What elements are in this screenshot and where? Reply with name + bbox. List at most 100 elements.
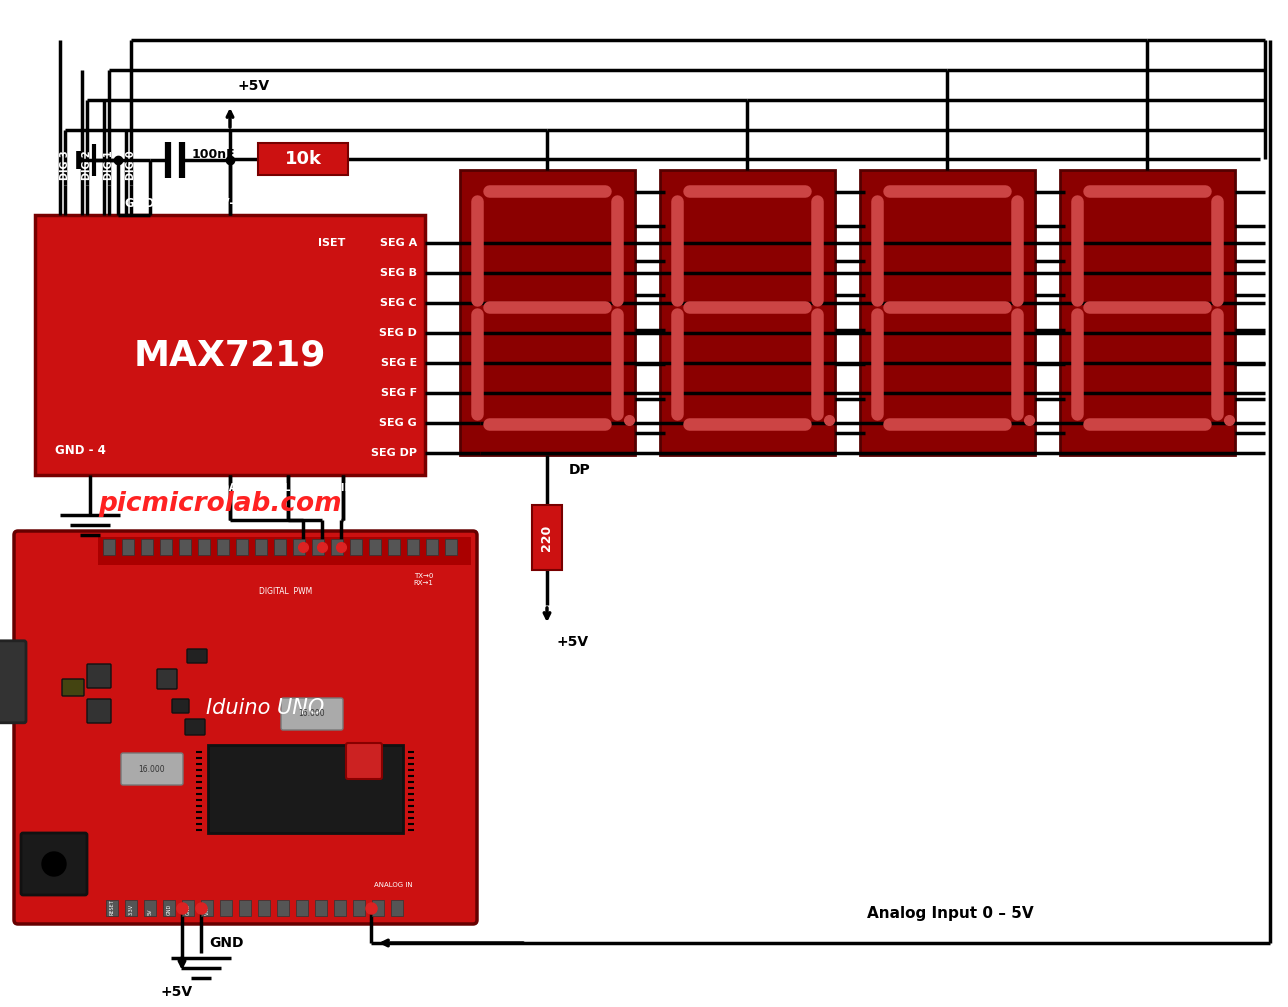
Text: DIG 2: DIG 2 (82, 150, 91, 180)
Text: 3.3V: 3.3V (129, 904, 134, 915)
Text: SEG F: SEG F (381, 388, 417, 398)
Bar (316, 900, 327, 916)
Text: DIG 1: DIG 1 (104, 150, 115, 180)
FancyBboxPatch shape (157, 669, 176, 689)
FancyBboxPatch shape (88, 664, 111, 688)
Text: 220: 220 (541, 525, 554, 551)
FancyBboxPatch shape (258, 143, 348, 175)
FancyBboxPatch shape (659, 170, 835, 455)
Text: 100nF: 100nF (192, 148, 236, 161)
Bar (106, 900, 118, 916)
Text: GND - 4: GND - 4 (55, 444, 106, 457)
Bar (444, 539, 457, 555)
Text: ANALOG IN: ANALOG IN (374, 882, 412, 888)
FancyBboxPatch shape (860, 170, 1036, 455)
Bar (258, 900, 270, 916)
Bar (296, 900, 308, 916)
Bar (292, 539, 305, 555)
Bar (216, 539, 229, 555)
Text: V+: V+ (220, 197, 240, 210)
Text: 16.000: 16.000 (299, 710, 326, 719)
Bar (236, 539, 249, 555)
Circle shape (43, 852, 66, 876)
Text: 10k: 10k (285, 150, 322, 168)
Bar (201, 900, 213, 916)
Bar (220, 900, 232, 916)
Bar (277, 900, 289, 916)
Bar (240, 900, 251, 916)
Bar (353, 900, 365, 916)
Text: DIG 0: DIG 0 (126, 150, 137, 180)
Bar (182, 900, 194, 916)
Bar (144, 900, 156, 916)
FancyBboxPatch shape (346, 743, 383, 779)
Bar (274, 539, 286, 555)
Text: CLK: CLK (277, 483, 299, 493)
Bar (388, 539, 401, 555)
Text: 16.000: 16.000 (139, 764, 165, 773)
Text: +5V: +5V (161, 985, 193, 999)
Text: 5V: 5V (148, 908, 152, 915)
Text: TX→0
RX→1: TX→0 RX→1 (413, 573, 433, 586)
FancyBboxPatch shape (281, 698, 343, 730)
Text: LOAD: LOAD (214, 483, 246, 493)
Text: SEG E: SEG E (381, 358, 417, 368)
Text: SEG C: SEG C (380, 298, 417, 308)
Text: DIGITAL  PWM: DIGITAL PWM (259, 587, 312, 596)
FancyBboxPatch shape (460, 170, 635, 455)
Bar (164, 900, 175, 916)
FancyBboxPatch shape (0, 640, 26, 723)
FancyBboxPatch shape (88, 699, 111, 723)
Bar (103, 539, 115, 555)
Text: +5V: +5V (238, 79, 270, 93)
Text: MAX7219: MAX7219 (134, 338, 326, 372)
Text: GND: GND (209, 936, 243, 950)
FancyBboxPatch shape (173, 699, 189, 713)
Bar (426, 539, 438, 555)
Bar (331, 539, 343, 555)
FancyBboxPatch shape (121, 753, 183, 785)
Bar (125, 900, 137, 916)
Bar (198, 539, 210, 555)
Text: GND - 9: GND - 9 (125, 197, 175, 210)
FancyBboxPatch shape (532, 505, 562, 570)
Text: +5V: +5V (556, 635, 589, 649)
Bar (372, 900, 384, 916)
Bar (122, 539, 134, 555)
FancyBboxPatch shape (62, 679, 84, 696)
Text: DIG 3: DIG 3 (61, 150, 70, 180)
Text: ISET: ISET (318, 238, 345, 248)
Text: SEG G: SEG G (379, 418, 417, 428)
Bar (392, 900, 403, 916)
Bar (350, 539, 362, 555)
FancyBboxPatch shape (21, 833, 88, 895)
Text: Analog Input 0 – 5V: Analog Input 0 – 5V (867, 906, 1033, 921)
Text: SEG A: SEG A (380, 238, 417, 248)
Text: picmicrolab.com: picmicrolab.com (98, 491, 341, 517)
Text: SEG B: SEG B (380, 268, 417, 278)
Bar (140, 539, 153, 555)
Bar (255, 539, 267, 555)
FancyBboxPatch shape (14, 531, 477, 924)
Text: SEG D: SEG D (379, 328, 417, 338)
FancyBboxPatch shape (35, 215, 425, 475)
Bar (368, 539, 381, 555)
Text: GND: GND (166, 903, 171, 915)
Text: Vin: Vin (205, 907, 210, 915)
FancyBboxPatch shape (187, 649, 207, 663)
FancyBboxPatch shape (207, 745, 403, 833)
Text: GND: GND (185, 903, 191, 915)
FancyBboxPatch shape (98, 537, 471, 565)
Text: DIN: DIN (332, 483, 354, 493)
Text: DP: DP (569, 463, 591, 477)
FancyBboxPatch shape (185, 719, 205, 735)
FancyBboxPatch shape (1060, 170, 1235, 455)
Text: Iduino UNO: Iduino UNO (206, 698, 325, 718)
Text: RESET: RESET (109, 899, 115, 915)
Text: SEG DP: SEG DP (371, 448, 417, 458)
Bar (312, 539, 325, 555)
Bar (160, 539, 173, 555)
Bar (334, 900, 346, 916)
Bar (407, 539, 419, 555)
Bar (179, 539, 191, 555)
